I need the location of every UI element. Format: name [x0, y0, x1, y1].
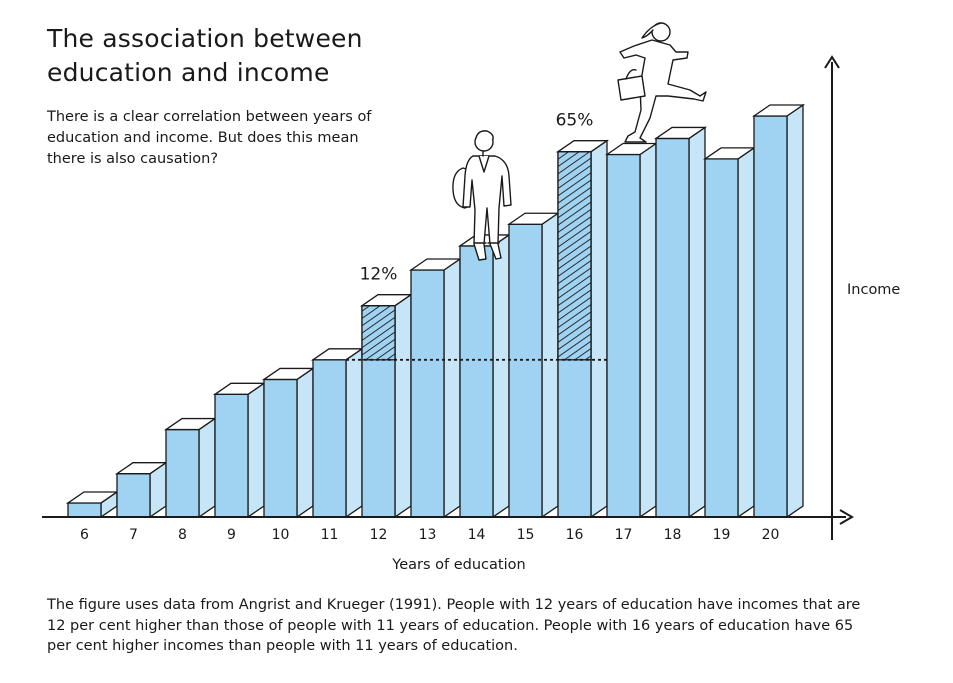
bar-front-6	[67, 502, 102, 518]
bar-side-10	[296, 367, 314, 519]
x-tick-label-20: 20	[762, 527, 780, 543]
x-tick-label-13: 13	[419, 527, 437, 543]
bar-6	[65, 490, 120, 519]
bar-side-14	[492, 233, 510, 519]
bar-front-7	[116, 473, 151, 518]
bar-20	[751, 103, 806, 519]
bar-front-10	[263, 378, 298, 518]
bar-18	[653, 126, 708, 519]
x-tick-label-9: 9	[227, 527, 236, 543]
bar-top-18	[653, 126, 708, 140]
figure-caption: The figure uses data from Angrist and Kr…	[47, 597, 861, 654]
bars-group	[65, 103, 806, 519]
annotation-label-12: 12%	[360, 265, 398, 285]
bar-10	[261, 367, 316, 519]
x-tick-label-10: 10	[272, 527, 290, 543]
bar-19	[702, 146, 757, 519]
annotations-group: 12% 65%	[346, 111, 607, 361]
bar-front-15	[508, 223, 543, 518]
bar-16	[555, 139, 610, 519]
x-tick-label-12: 12	[370, 527, 388, 543]
bar-8	[163, 417, 218, 519]
bar-side-15	[541, 212, 559, 519]
bar-front-13	[410, 269, 445, 518]
bar-increase-hatch-16	[557, 151, 592, 361]
bar-side-17	[639, 142, 657, 519]
chart-title: The association between education and in…	[47, 24, 363, 87]
bar-side-20	[786, 103, 804, 519]
bar-front-9	[214, 393, 249, 518]
bar-top-20	[751, 104, 806, 117]
bar-15	[506, 212, 561, 519]
y-axis-label: Income	[847, 282, 900, 298]
bar-side-13	[443, 257, 461, 519]
x-tick-label-7: 7	[129, 527, 138, 543]
woman-walking-figure-icon	[617, 22, 707, 143]
bar-14	[457, 233, 512, 519]
bar-13	[408, 257, 463, 519]
bar-front-19	[704, 158, 739, 518]
bar-side-19	[737, 146, 755, 519]
bar-7	[114, 461, 169, 519]
man-standing-figure-icon	[452, 130, 512, 261]
x-tick-label-15: 15	[517, 527, 535, 543]
y-axis-arrowhead	[824, 55, 840, 69]
bar-9	[212, 382, 267, 519]
bar-increase-hatch-12	[361, 305, 396, 361]
annotation-label-16: 65%	[556, 111, 594, 131]
bar-front-20	[753, 115, 788, 518]
bar-17	[604, 142, 659, 519]
bar-front-14	[459, 245, 494, 518]
x-tick-label-11: 11	[321, 527, 339, 543]
x-tick-label-18: 18	[664, 527, 682, 543]
x-axis-arrowhead	[839, 509, 854, 525]
x-tick-label-17: 17	[615, 527, 633, 543]
x-tick-labels: 6 7 8 9 10 11 12 13 14 15 16 17 18 19 20	[80, 527, 779, 543]
bar-side-8	[198, 417, 216, 519]
bar-side-12	[394, 293, 412, 519]
bar-front-18	[655, 137, 690, 518]
bar-12	[359, 293, 414, 519]
bar-side-18	[688, 126, 706, 519]
x-tick-label-16: 16	[566, 527, 584, 543]
bar-front-8	[165, 428, 200, 518]
x-tick-label-6: 6	[80, 527, 89, 543]
x-tick-label-8: 8	[178, 527, 187, 543]
bar-top-16	[555, 140, 610, 153]
bar-front-17	[606, 153, 641, 518]
x-tick-label-19: 19	[713, 527, 731, 543]
bar-front-11	[312, 359, 347, 518]
chart-subtitle: There is a clear correlation between yea…	[47, 109, 372, 167]
bar-side-16	[590, 139, 608, 519]
bar-11	[310, 347, 365, 519]
bar-side-11	[345, 347, 363, 519]
x-axis-label: Years of education	[391, 557, 525, 573]
bar-side-9	[247, 382, 265, 519]
x-tick-label-14: 14	[468, 527, 486, 543]
